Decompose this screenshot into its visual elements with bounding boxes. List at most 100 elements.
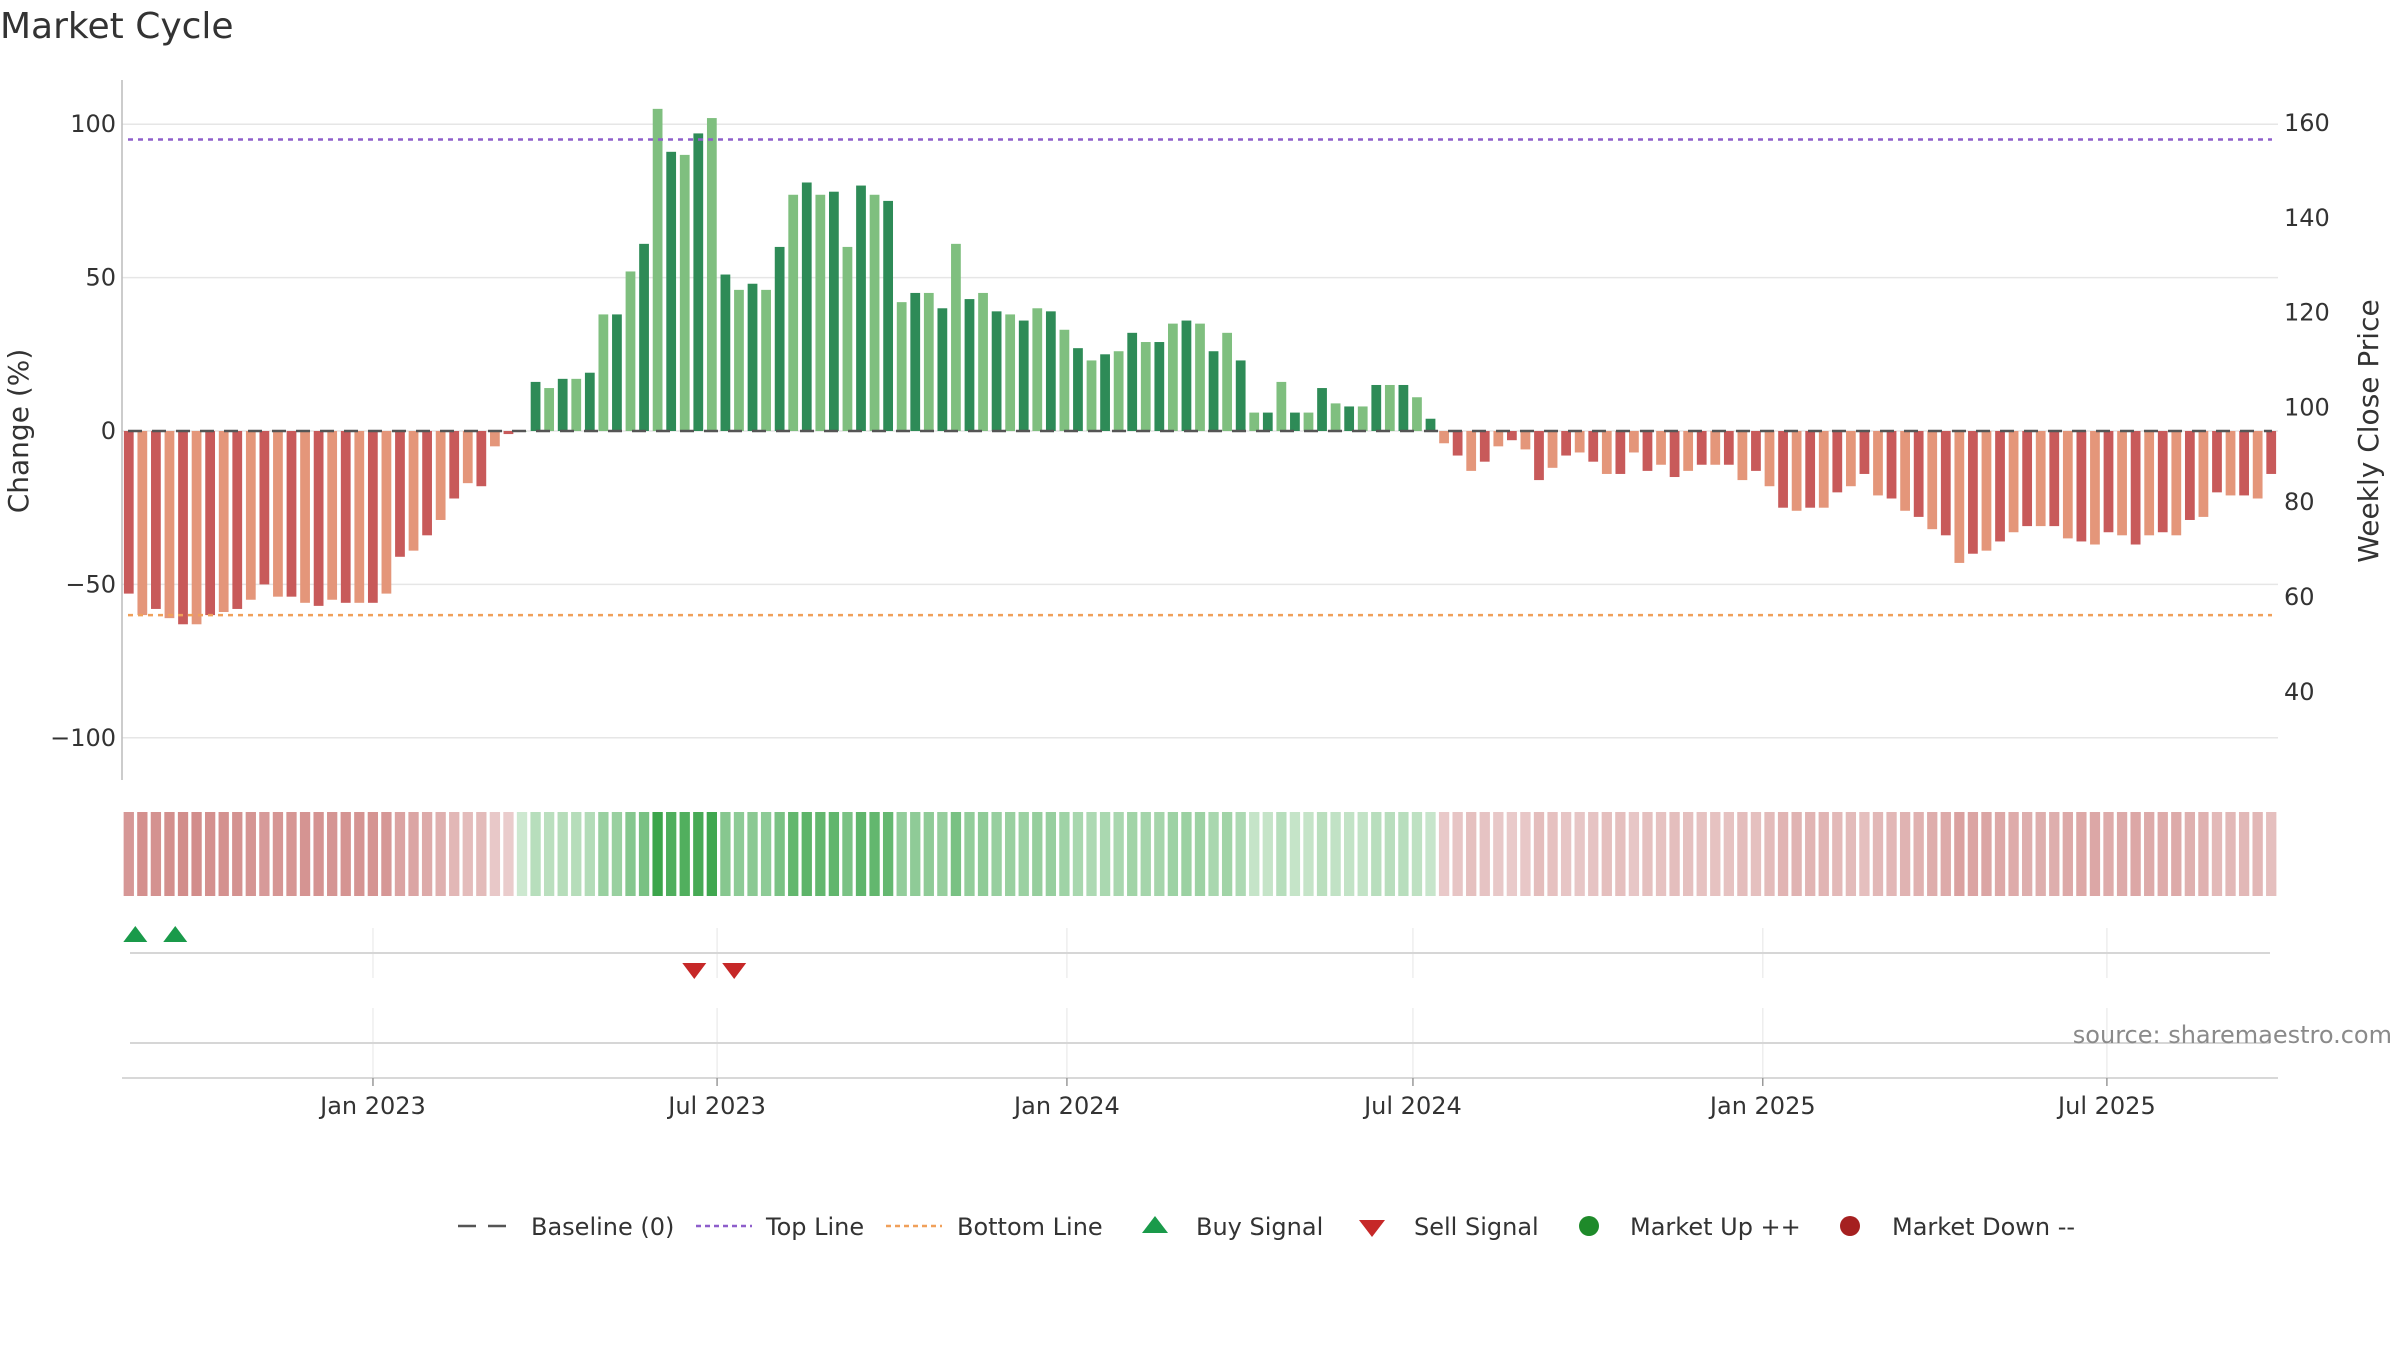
- legend-marketup-swatch: [1579, 1216, 1599, 1236]
- change-bar: [381, 431, 392, 594]
- change-bar: [1927, 431, 1938, 530]
- y2-tick-label: 140: [2284, 204, 2330, 232]
- change-bar: [1439, 431, 1449, 444]
- heat-cell: [706, 812, 718, 896]
- change-bar: [1412, 397, 1422, 431]
- legend-label: Buy Signal: [1196, 1213, 1323, 1241]
- change-bar: [2212, 431, 2222, 493]
- change-bar: [476, 431, 487, 487]
- heat-cell: [1927, 812, 1938, 896]
- heat-cell: [1560, 812, 1572, 896]
- y-tick-label: −50: [65, 570, 116, 598]
- x-tick-label: Jul 2025: [2056, 1092, 2156, 1120]
- change-bar: [2090, 431, 2100, 545]
- heat-cell: [313, 812, 324, 896]
- heat-cell: [1682, 812, 1694, 896]
- change-bar: [679, 154, 690, 431]
- change-bar: [2035, 431, 2046, 527]
- heat-cell: [1262, 812, 1273, 896]
- heat-cell: [679, 812, 690, 896]
- y-tick-label: 50: [85, 264, 116, 292]
- change-bar: [910, 292, 921, 431]
- change-bar: [815, 194, 826, 431]
- heat-cell: [977, 812, 989, 896]
- change-bar: [571, 378, 582, 431]
- heat-cell: [598, 812, 609, 896]
- heat-cell: [435, 812, 446, 896]
- heat-cell: [1981, 812, 1992, 896]
- change-bar: [2022, 431, 2033, 527]
- y2-tick-label: 100: [2284, 393, 2330, 421]
- change-bar: [2157, 431, 2168, 533]
- heat-cell: [720, 812, 731, 896]
- change-bar: [1086, 360, 1097, 431]
- change-bar: [883, 200, 894, 431]
- heat-cell: [177, 812, 189, 896]
- change-bar: [964, 299, 975, 431]
- heat-cell: [449, 812, 460, 896]
- change-bar: [1249, 412, 1260, 431]
- y2-axis-title: Weekly Close Price: [2352, 299, 2385, 562]
- change-bar: [1290, 412, 1300, 431]
- heat-cell: [218, 812, 229, 896]
- heat-cell: [2049, 812, 2060, 896]
- heat-cell: [286, 812, 297, 896]
- y2-tick-label: 40: [2284, 678, 2315, 706]
- change-bar: [747, 283, 758, 431]
- heat-cell: [299, 812, 311, 896]
- heat-cell: [1045, 812, 1056, 896]
- change-bar: [1859, 431, 1870, 474]
- change-bar: [1561, 431, 1571, 456]
- heat-cell: [1533, 812, 1545, 896]
- heat-cell: [2238, 812, 2250, 896]
- change-bar: [1127, 332, 1138, 431]
- heat-cell: [1466, 812, 1477, 896]
- x-tick-label: Jan 2023: [318, 1092, 426, 1120]
- heat-cell: [1547, 812, 1558, 896]
- change-bar: [1751, 431, 1761, 471]
- heat-cell: [150, 812, 162, 896]
- change-bar: [2144, 431, 2155, 536]
- heat-cell: [1438, 812, 1450, 896]
- change-bar: [1642, 431, 1653, 471]
- change-bar: [490, 431, 500, 447]
- heat-cell: [164, 812, 175, 896]
- heat-cell: [1655, 812, 1667, 896]
- change-bar: [1601, 431, 1612, 474]
- heat-cell: [2198, 812, 2209, 896]
- change-bar: [2130, 431, 2141, 545]
- change-bar: [1452, 431, 1463, 456]
- heat-cell: [1059, 812, 1070, 896]
- y-tick-label: 100: [70, 110, 116, 138]
- change-bar: [218, 431, 229, 613]
- y-tick-label: 0: [101, 417, 116, 445]
- change-bar: [1154, 342, 1165, 431]
- y2-tick-label: 80: [2284, 488, 2315, 516]
- change-bar: [734, 289, 744, 431]
- sell-signal-marker: [682, 963, 707, 979]
- change-bar: [1574, 431, 1585, 453]
- legend-sell-swatch: [1359, 1220, 1385, 1237]
- heat-cell: [1520, 812, 1531, 896]
- change-bar: [1723, 431, 1734, 465]
- change-bar: [1954, 431, 1965, 563]
- heat-cell: [2171, 812, 2182, 896]
- change-bar: [774, 246, 785, 431]
- heat-cell: [530, 812, 541, 896]
- heat-cell: [1954, 812, 1965, 896]
- heat-cell: [2021, 812, 2033, 896]
- heat-cell: [1493, 812, 1504, 896]
- heat-cell: [747, 812, 758, 896]
- change-bar: [544, 388, 555, 431]
- change-bar: [2252, 431, 2263, 499]
- change-bar: [395, 431, 405, 557]
- heat-cell: [1872, 812, 1884, 896]
- heat-cell: [1628, 812, 1640, 896]
- change-bar: [313, 431, 324, 606]
- change-bar: [1900, 431, 1910, 511]
- change-bar: [937, 308, 948, 431]
- change-bar: [1778, 431, 1788, 508]
- heat-cell: [137, 812, 148, 896]
- heat-cell: [1737, 812, 1748, 896]
- change-bar: [1357, 406, 1368, 431]
